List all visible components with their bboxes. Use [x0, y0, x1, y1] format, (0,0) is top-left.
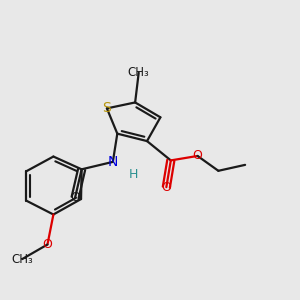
- Text: CH₃: CH₃: [128, 66, 150, 79]
- Text: O: O: [70, 191, 80, 204]
- Text: N: N: [108, 155, 118, 169]
- Text: CH₃: CH₃: [11, 253, 33, 266]
- Text: O: O: [43, 238, 52, 251]
- Text: S: S: [103, 101, 111, 116]
- Text: H: H: [129, 168, 138, 181]
- Text: O: O: [161, 181, 171, 194]
- Text: O: O: [193, 149, 202, 162]
